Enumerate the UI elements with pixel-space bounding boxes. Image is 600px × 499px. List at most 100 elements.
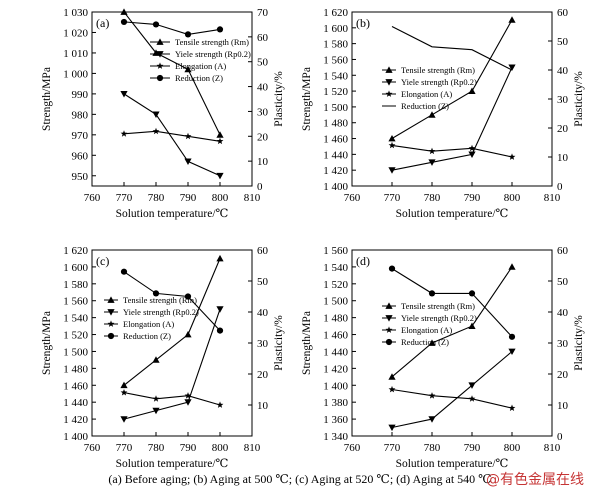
series-line xyxy=(391,26,513,71)
legend-entry: Elongation (A) xyxy=(175,61,226,71)
figure-canvas: 760 770 780 790 800 810 950 960 970 980 990 1 000 1 … xyxy=(41,7,585,470)
y-tick-label: 1 520 xyxy=(323,279,348,291)
data-point xyxy=(508,348,516,356)
data-point xyxy=(508,263,516,270)
data-point xyxy=(428,392,436,399)
y2-tick-label: 30 xyxy=(557,94,569,106)
y-tick-label: 1 340 xyxy=(323,431,348,443)
x-tick-label: 760 xyxy=(84,442,101,454)
y-tick-label: 1 460 xyxy=(323,134,348,146)
data-point xyxy=(216,137,224,145)
data-point xyxy=(152,290,160,297)
data-point xyxy=(184,31,192,38)
series-2 xyxy=(120,306,224,423)
legend-marker xyxy=(156,74,164,82)
series-line xyxy=(391,67,513,171)
y-tick-label: 1 480 xyxy=(323,118,348,130)
x-tick-label: 780 xyxy=(148,442,165,454)
x-tick-label: 760 xyxy=(344,442,361,454)
y-tick-label: 1 520 xyxy=(63,330,88,342)
data-point xyxy=(508,64,516,71)
plot-frame xyxy=(91,249,253,437)
data-point xyxy=(152,111,160,118)
series-1 xyxy=(388,263,516,380)
x-axis-title: Solution temperature/℃ xyxy=(396,458,509,470)
plot-frame xyxy=(351,11,553,187)
series-line xyxy=(391,388,513,409)
legend-marker xyxy=(156,38,164,45)
chart-panel-4: 760 770 780 790 800 810 1 340 1 360 1 380 1 400 1 … xyxy=(301,245,585,470)
y-tick-label: 1 360 xyxy=(323,414,348,426)
series-3 xyxy=(388,141,516,160)
y-tick-label: 1 600 xyxy=(63,262,88,274)
y-tick-label: 1 480 xyxy=(323,313,348,325)
x-tick-label: 810 xyxy=(244,192,261,204)
data-point xyxy=(388,424,396,432)
legend: Tensile strength (Rm) Yiele strength (Rp0… xyxy=(150,37,251,83)
data-point xyxy=(120,8,128,15)
y-tick-label: 1 520 xyxy=(323,86,348,98)
data-point xyxy=(216,131,224,138)
data-point xyxy=(468,382,476,389)
y2-tick-label: 0 xyxy=(557,181,563,193)
data-point xyxy=(120,18,128,26)
y2-axis-title: Plasticity/% xyxy=(273,315,285,371)
y-tick-label: 1 440 xyxy=(63,397,88,409)
y2-tick-label: 50 xyxy=(557,36,569,48)
y-tick-label: 1 580 xyxy=(63,279,88,291)
series-line xyxy=(123,93,221,177)
x-tick-label: 770 xyxy=(116,442,133,454)
y-tick-label: 1 020 xyxy=(63,27,88,39)
watermark: @有色金属在线 xyxy=(486,472,584,488)
x-tick-label: 790 xyxy=(180,442,197,454)
data-point xyxy=(428,111,436,118)
data-point xyxy=(184,293,192,300)
data-point xyxy=(468,87,476,94)
series-2 xyxy=(120,91,224,180)
x-tick-label: 800 xyxy=(212,442,229,454)
x-tick-label: 780 xyxy=(424,192,441,204)
series-line xyxy=(391,19,513,139)
data-point xyxy=(216,401,224,408)
figure-caption: (a) Before aging; (b) Aging at 500 ℃; (c… xyxy=(108,472,492,486)
legend-marker xyxy=(156,62,164,69)
y-tick-label: 1 030 xyxy=(63,7,88,19)
series-line xyxy=(123,11,221,136)
y2-tick-label: 60 xyxy=(557,245,569,257)
legend-entry: Tensile strength (Rm) xyxy=(123,295,197,305)
series-line xyxy=(123,309,221,420)
data-point xyxy=(508,16,516,23)
data-point xyxy=(184,392,192,399)
data-point xyxy=(428,339,436,346)
data-point xyxy=(388,265,396,272)
data-point xyxy=(216,254,224,262)
data-point xyxy=(388,134,396,142)
y2-tick-label: 20 xyxy=(257,369,269,381)
data-point xyxy=(508,404,516,412)
data-point xyxy=(388,385,396,393)
x-axis-title: Solution temperature/℃ xyxy=(116,458,229,470)
series-4 xyxy=(120,268,224,334)
x-tick-label: 780 xyxy=(148,192,165,204)
x-tick-label: 780 xyxy=(424,442,441,454)
data-point xyxy=(152,356,160,363)
data-point xyxy=(152,21,160,28)
series-4 xyxy=(388,265,516,340)
y-tick-label: 1 560 xyxy=(63,296,88,308)
x-tick-label: 800 xyxy=(212,192,229,204)
data-point xyxy=(184,330,192,338)
series-1 xyxy=(388,16,516,142)
y2-axis-title: Plasticity/% xyxy=(273,71,285,127)
x-tick-label: 800 xyxy=(504,192,521,204)
legend-marker xyxy=(385,90,393,97)
x-tick-label: 810 xyxy=(244,442,261,454)
legend-marker xyxy=(107,296,115,303)
legend-marker xyxy=(385,79,393,86)
x-tick-label: 790 xyxy=(180,192,197,204)
y-tick-label: 1 420 xyxy=(63,414,88,426)
panel-label: (c) xyxy=(96,254,109,268)
legend-entry: Yiele strength (Rp0.2) xyxy=(401,313,477,323)
legend-marker xyxy=(385,315,393,322)
panel-label: (b) xyxy=(356,16,370,30)
data-point xyxy=(184,158,192,166)
